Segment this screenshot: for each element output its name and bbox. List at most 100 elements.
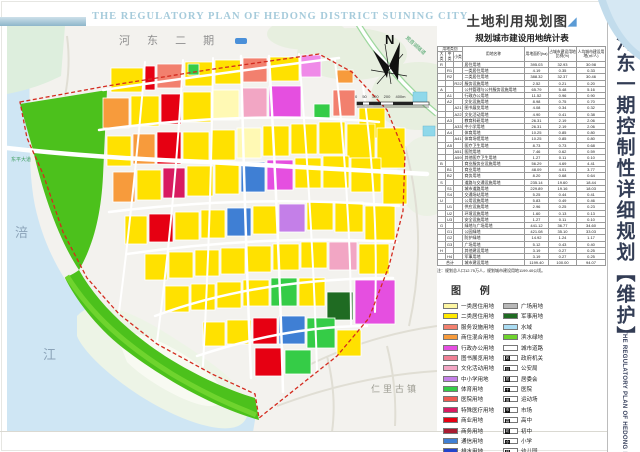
legend-right-column: 广场用地 军事用地 水域 滨水绿地 城市道路政政府机关公公安局居居委会十医院运运动场市市…: [503, 301, 549, 452]
table-cell: 0.64: [576, 172, 607, 180]
legend-label: 广场用地: [521, 303, 544, 310]
legend-item: 幼 幼儿园: [503, 446, 549, 452]
table-cell: 0.10: [576, 215, 607, 223]
land-parcel: [364, 205, 396, 241]
legend-swatch: 政: [503, 354, 519, 361]
legend-label: 军事用地: [521, 314, 544, 321]
land-parcel: [332, 89, 356, 117]
land-parcel: [350, 157, 382, 193]
legend-swatch: 公: [503, 365, 519, 372]
legend-swatch: [443, 386, 458, 393]
legend: 图 例 一类居住用地 二类居住用地 服务设施用地 商住混合用地 行政办公用地 图书展览用地…: [443, 282, 607, 452]
land-parcel: [187, 63, 200, 76]
table-cell: 1199.40: [524, 259, 550, 267]
legend-item: 十 医院: [503, 384, 549, 394]
table-cell: 0.59: [576, 147, 607, 155]
legend-mini-icon: 幼: [505, 449, 511, 452]
north-arrow-icon: [370, 42, 408, 85]
legend-label: 服务设施用地: [461, 324, 495, 331]
land-parcel: [210, 129, 236, 161]
legend-item: 初 初中: [503, 425, 549, 435]
legend-label: 商住混合用地: [461, 335, 495, 342]
legend-swatch: 运: [503, 396, 519, 403]
land-parcel: [212, 89, 240, 121]
legend-swatch: [503, 344, 519, 351]
table-cell: 5.16: [576, 85, 607, 94]
land-parcel: [270, 277, 298, 307]
land-parcel: [236, 127, 262, 159]
legend-swatch: 初: [503, 427, 519, 434]
legend-mini-icon: 居: [505, 377, 511, 382]
col-category: 用地类别: [436, 45, 464, 53]
legend-swatch: 十: [503, 386, 519, 393]
table-row: R22 服务设施用地 2.52 0.21 0.20: [437, 79, 607, 87]
land-parcel: [112, 171, 136, 203]
table-total-row: 合计 城市建设用地 1199.40 100.00 94.07: [436, 259, 607, 267]
sidebar-title-en: THE REGULATORY PLAN OF HEDONG DISTRICT S…: [621, 330, 627, 452]
table-row: A4 体育用地 10.25 0.85 0.80: [437, 129, 607, 137]
table-row: U 公用设施用地 5.83 0.49 0.46: [437, 197, 607, 205]
legend-swatch: [503, 302, 519, 309]
land-parcel: [226, 319, 252, 345]
legend-label: 体育用地: [461, 387, 484, 394]
col-area: 用地面积(ha): [524, 45, 550, 63]
planning-boundary: [19, 53, 406, 420]
legend-mini-icon: 十: [505, 387, 511, 393]
table-cell: 18.44: [576, 178, 607, 186]
table-cell: 公共管理与公共服务设施用地: [462, 85, 526, 94]
legend-swatch: [443, 323, 458, 330]
legend-left-column: 一类居住用地 二类居住用地 服务设施用地 商住混合用地 行政办公用地 图书展览用地 文化活动…: [443, 301, 494, 452]
banner-bar: [0, 17, 86, 26]
table-row: A21 图书展览用地 4.08 0.34 0.32: [437, 104, 607, 112]
legend-item: 广场用地: [503, 301, 549, 311]
north-label: N: [385, 32, 395, 47]
legend-mini-icon: 运: [505, 397, 511, 403]
legend-label: 行政办公用地: [461, 345, 495, 352]
table-cell: 0.40: [576, 240, 607, 248]
table-cell: A59: [452, 153, 464, 162]
parcels: [102, 54, 408, 377]
land-parcel: [278, 203, 306, 233]
legend-swatch: 高: [503, 417, 519, 424]
land-parcel: [144, 65, 156, 91]
table-row: B1 商业用地 48.09 4.01 3.77: [437, 166, 607, 174]
table-cell: A21: [452, 104, 464, 112]
waterfront-green: [64, 274, 258, 418]
table-cell: A22: [452, 110, 464, 118]
legend-swatch: 市: [503, 406, 519, 413]
land-use-stats-table: 用地类别 用地名称 用地面积(ha) 占城市建设用地比例(%) 人均城市建设用地…: [436, 45, 607, 267]
legend-swatch: 幼: [503, 448, 519, 452]
land-parcel: [268, 85, 302, 119]
legend-swatch: [443, 302, 458, 309]
land-parcel: [300, 241, 328, 269]
land-parcel: [252, 205, 278, 235]
label-river-jiang: 江: [43, 347, 57, 362]
title-triangle-icon: ◢: [568, 16, 578, 28]
legend-label: 小学: [521, 439, 533, 446]
banner-title: THE REGULATORY PLAN OF HEDONG DISTRICT S…: [92, 11, 469, 22]
legend-swatch: [443, 396, 458, 403]
legend-swatch: [443, 438, 458, 445]
legend-label: 图书展览用地: [461, 355, 495, 362]
land-parcel: [190, 283, 216, 311]
legend-item: 公 公安局: [503, 363, 549, 373]
label-road-dongping: 东平大道: [11, 157, 32, 163]
legend-label: 居委会: [521, 376, 538, 383]
legend-item: 排水用地: [443, 446, 494, 452]
legend-swatch: [443, 354, 458, 361]
table-cell: 0.38: [576, 110, 607, 118]
col-middle: 中类: [445, 51, 454, 63]
table-cell: 18.03: [576, 184, 607, 193]
land-parcel: [174, 211, 200, 241]
stats-table-body: R 居住用地 395.03 32.93 30.98 R1 一类居住用地 4.19 0.35 0.3…: [436, 61, 607, 267]
legend-item: 体育用地: [443, 384, 494, 394]
table-row: A33 中小学用地 26.31 2.19 2.06: [437, 122, 607, 131]
legend-item: 水域: [503, 322, 549, 332]
legend-mini-icon: 高: [505, 418, 511, 424]
table-cell: 0.68: [576, 141, 607, 149]
table-cell: 30.98: [576, 61, 607, 69]
table-row: A3 教育科研用地 26.31 2.19 2.06: [437, 116, 607, 124]
land-parcel: [268, 56, 300, 82]
table-row: A5 医疗卫生用地 8.73 0.73 0.68: [437, 141, 607, 149]
land-parcel: [106, 135, 132, 167]
